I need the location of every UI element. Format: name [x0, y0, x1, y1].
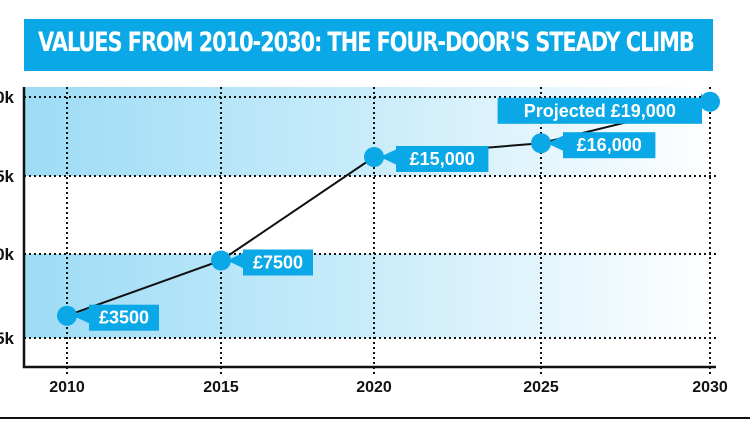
data-label-box [243, 249, 313, 276]
data-label: £16,000 [577, 135, 642, 155]
label-pointer [380, 149, 397, 165]
data-label-box [563, 132, 656, 159]
data-label: £15,000 [410, 149, 475, 169]
label-pointer [73, 307, 90, 324]
data-point [57, 305, 77, 326]
y-tick-label: 10k [0, 245, 15, 264]
data-label: £3500 [99, 308, 149, 328]
x-tick-label: 2020 [356, 379, 392, 396]
y-tick-label: 15k [0, 167, 15, 186]
y-tick-label: 5k [0, 329, 15, 348]
data-label-group: £7500 [211, 249, 313, 276]
data-label-group: £16,000 [531, 132, 656, 159]
data-point [364, 147, 384, 167]
x-tick-label: 2010 [49, 379, 85, 396]
data-point [700, 91, 720, 112]
data-label-box [89, 304, 159, 331]
data-label: Projected £19,000 [524, 101, 676, 121]
axis-lines [22, 87, 716, 369]
data-label-group: £15,000 [364, 146, 489, 172]
x-tick-label: 2025 [523, 379, 559, 396]
data-point [531, 133, 551, 154]
x-tick-label: 2015 [203, 379, 239, 396]
data-label-box [497, 97, 702, 124]
chart-title: VALUES FROM 2010-2030: THE FOUR-DOOR'S S… [38, 27, 695, 58]
data-point [211, 250, 231, 271]
data-label-group: Projected £19,000 [497, 91, 720, 124]
x-tick-label: 2030 [692, 379, 728, 396]
y-tick-label: 20k [0, 88, 15, 107]
data-label: £7500 [253, 253, 303, 273]
data-label-box [396, 146, 489, 172]
label-pointer [547, 135, 564, 152]
title-bar: VALUES FROM 2010-2030: THE FOUR-DOOR'S S… [24, 19, 713, 71]
label-pointer [227, 252, 244, 269]
data-label-group: £3500 [57, 304, 159, 331]
